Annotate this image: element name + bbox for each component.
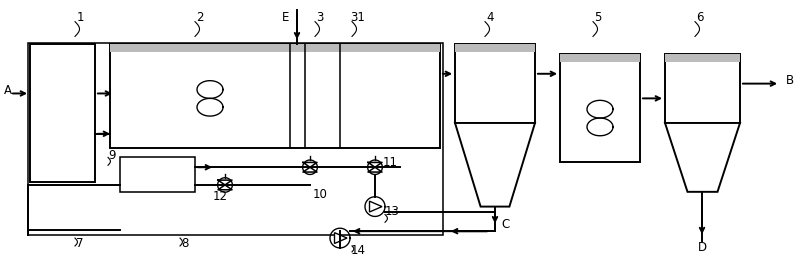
Bar [665, 54, 740, 62]
Bar [110, 44, 440, 52]
Text: 5: 5 [594, 11, 602, 24]
Text: B: B [786, 74, 794, 87]
Bar [30, 44, 95, 182]
Polygon shape [665, 123, 740, 192]
Text: 8: 8 [182, 237, 189, 251]
Text: 9: 9 [108, 149, 116, 162]
Text: C: C [501, 218, 509, 231]
Bar [455, 44, 535, 123]
Bar [120, 157, 195, 192]
Bar [455, 44, 535, 52]
Text: 1: 1 [76, 11, 84, 24]
Text: A: A [4, 84, 12, 97]
Text: 11: 11 [382, 156, 398, 169]
Text: 13: 13 [385, 205, 399, 218]
Bar [665, 54, 740, 123]
Polygon shape [334, 233, 347, 244]
Bar [28, 43, 443, 235]
Text: 6: 6 [696, 11, 704, 24]
Text: 31: 31 [350, 11, 366, 24]
Bar [560, 54, 640, 162]
Text: 7: 7 [76, 237, 84, 251]
Text: 4: 4 [486, 11, 494, 24]
Text: 10: 10 [313, 188, 327, 201]
Bar [110, 44, 440, 148]
Text: E: E [282, 11, 290, 24]
Polygon shape [370, 201, 382, 212]
Text: 2: 2 [196, 11, 204, 24]
Bar [560, 54, 640, 62]
Text: 12: 12 [213, 190, 227, 203]
Text: 3: 3 [316, 11, 324, 24]
Polygon shape [455, 123, 535, 207]
Text: D: D [698, 241, 706, 254]
Text: 14: 14 [350, 244, 366, 257]
